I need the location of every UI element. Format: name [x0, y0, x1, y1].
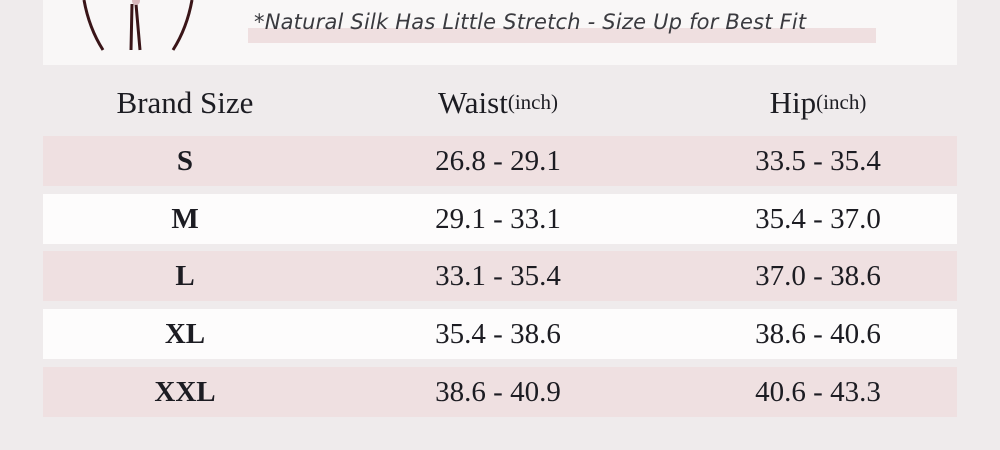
- hip-cell: 38.6 - 40.6: [755, 317, 881, 350]
- fit-note-text: *Natural Silk Has Little Stretch - Size …: [254, 10, 807, 34]
- size-cell: XXL: [154, 375, 216, 408]
- header-hip: Hip (inch): [663, 80, 973, 125]
- header-hip-label: Hip: [769, 84, 817, 120]
- waist-cell: 38.6 - 40.9: [435, 375, 561, 408]
- size-cell: M: [171, 202, 199, 235]
- hip-cell: 37.0 - 38.6: [755, 259, 881, 292]
- header-brand-size-label: Brand Size: [116, 84, 254, 120]
- header-brand-size: Brand Size: [43, 80, 327, 125]
- size-cell: S: [176, 144, 194, 177]
- hip-cell: 35.4 - 37.0: [755, 202, 881, 235]
- hip-cell: 40.6 - 43.3: [755, 375, 881, 408]
- hip-cell: 33.5 - 35.4: [755, 144, 881, 177]
- table-row: XXL 38.6 - 40.9 40.6 - 43.3: [43, 367, 957, 417]
- table-row: S 26.8 - 29.1 33.5 - 35.4: [43, 136, 957, 186]
- waist-cell: 35.4 - 38.6: [435, 317, 561, 350]
- header-waist-label: Waist: [438, 84, 508, 120]
- waist-cell: 26.8 - 29.1: [435, 144, 561, 177]
- table-row: L 33.1 - 35.4 37.0 - 38.6: [43, 251, 957, 301]
- header-hip-unit: (inch): [816, 90, 867, 114]
- header-waist: Waist (inch): [343, 80, 653, 125]
- size-cell: XL: [164, 317, 206, 350]
- garment-illustration-icon: [82, 0, 194, 51]
- header-waist-unit: (inch): [507, 90, 558, 114]
- size-cell: L: [175, 259, 195, 292]
- fit-note: *Natural Silk Has Little Stretch - Size …: [248, 10, 876, 43]
- table-row: XL 35.4 - 38.6 38.6 - 40.6: [43, 309, 957, 359]
- waist-cell: 33.1 - 35.4: [435, 259, 561, 292]
- note-highlight: [248, 28, 876, 43]
- waist-cell: 29.1 - 33.1: [435, 202, 561, 235]
- table-row: M 29.1 - 33.1 35.4 - 37.0: [43, 194, 957, 244]
